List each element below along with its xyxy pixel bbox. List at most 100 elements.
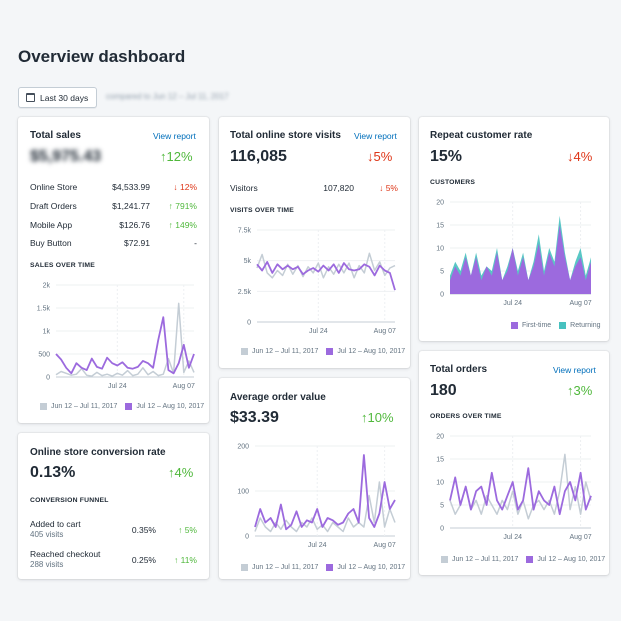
y-tick-label: 0 [245,534,249,541]
arrow-down-icon: ↓ [367,149,374,164]
y-tick-label: 15 [436,223,444,230]
section-label: CUSTOMERS [430,179,476,186]
repeat-value: 15% [430,148,463,165]
y-tick-label: 5k [244,258,252,265]
arrow-up-icon: ↑ [160,149,167,164]
aov-chart: 0 100 200 Jul 24 Aug 07 [237,444,396,550]
legend-swatch-previous [40,403,47,410]
funnel-step-label: Added to cart [30,519,81,529]
chart-legend: Jun 12 – Jul 11, 2017 Jul 12 – Aug 10, 2… [441,556,605,563]
funnel-step-sub: 288 visits [30,560,64,569]
total-sales-change: ↑12% [160,149,193,164]
y-tick-label: 20 [436,200,444,207]
arrow-up-icon: ↑ [361,410,368,425]
y-tick-label: 15 [436,457,444,464]
view-report-link[interactable]: View report [553,365,596,375]
repeat-change: ↓4% [567,149,593,164]
row-change: ↑ 791% [168,201,197,211]
sales-chart: 0 500 1k 1.5k 2k Jul 24 Aug 07 [37,283,195,391]
x-tick-label: Aug 07 [374,542,396,549]
legend-swatch-first-time [511,322,518,329]
y-tick-label: 500 [38,352,50,359]
visits-change: ↓5% [367,149,393,164]
x-tick-label: Jul 24 [309,328,328,335]
row-label: Mobile App [30,220,73,230]
arrow-up-icon: ↑ [173,555,181,565]
funnel-step-change: ↑ 11% [173,555,197,565]
visits-value: 116,085 [230,148,287,165]
series-line-current [256,261,396,291]
series-line-current [449,467,592,516]
legend-swatch-returning [559,322,567,329]
y-tick-label: 0 [440,526,444,533]
chart-legend: Jun 12 – Jul 11, 2017 Jul 12 – Aug 10, 2… [241,564,405,571]
funnel-step-sub: 405 visits [30,530,64,539]
y-tick-label: 2.5k [238,289,252,296]
customers-chart: 0 5 10 15 20 Jul 24 Aug 07 [436,200,592,308]
y-tick-label: 20 [436,434,444,441]
legend-swatch-previous [241,348,248,355]
repeat-customer-card: Repeat customer rate 15% ↓4% CUSTOMERS 0… [419,117,609,341]
series-line-previous [254,481,396,533]
area-first-time [450,225,591,294]
x-tick-label: Jul 24 [503,300,522,307]
visits-chart: 0 2.5k 5k 7.5k Jul 24 Aug 07 [238,228,396,336]
x-tick-label: Aug 07 [569,534,591,541]
y-tick-label: 1k [43,329,51,336]
x-tick-label: Jul 24 [108,383,127,390]
arrow-up-icon: ↑ [567,383,574,398]
legend-swatch-current [326,564,334,571]
row-label: Visitors [230,183,258,193]
compare-text: compared to Jun 12 – Jul 11, 2017 [106,92,229,101]
legend-label: Jun 12 – Jul 11, 2017 [252,348,319,355]
funnel-step-value: 0.25% [131,555,156,565]
conversion-value: 0.13% [30,464,76,481]
orders-card: Total orders View report 180 ↑3% ORDERS … [419,351,609,575]
y-tick-label: 7.5k [238,228,252,235]
legend-swatch-current [125,403,133,410]
card-title: Online store conversion rate [30,447,166,458]
y-tick-label: 0 [46,375,50,382]
legend-label: Jul 12 – Aug 10, 2017 [337,348,406,355]
x-tick-label: Aug 07 [173,383,195,390]
y-tick-label: 200 [237,444,249,451]
view-report-link[interactable]: View report [153,131,196,141]
series-line-previous [256,252,396,279]
arrow-down-icon: ↓ [567,149,574,164]
section-label: CONVERSION FUNNEL [30,497,109,504]
funnel-step-value: 0.35% [131,525,156,535]
y-tick-label: 100 [237,489,249,496]
arrow-up-icon: ↑ [168,201,176,211]
y-tick-label: 10 [436,246,444,253]
section-label: ORDERS OVER TIME [430,413,502,420]
chart-legend: First-time Returning [511,322,601,329]
x-tick-label: Jul 24 [503,534,522,541]
x-tick-label: Aug 07 [374,328,396,335]
visits-card: Total online store visits View report 11… [219,117,410,368]
date-range-button[interactable]: Last 30 days [18,87,98,108]
legend-label: Jul 12 – Aug 10, 2017 [337,564,406,571]
x-tick-label: Aug 07 [569,300,591,307]
row-value: 107,820 [323,183,354,193]
card-title: Total online store visits [230,130,341,141]
aov-value: $33.39 [230,409,279,426]
chart-legend: Jun 12 – Jul 11, 2017 Jul 12 – Aug 10, 2… [40,403,204,410]
row-change: ↑ 149% [168,220,197,230]
view-report-link[interactable]: View report [354,131,397,141]
row-value: $1,241.77 [112,201,150,211]
conversion-change: ↑4% [168,465,194,480]
legend-label: Jun 12 – Jul 11, 2017 [452,556,519,563]
card-title: Average order value [230,392,326,403]
legend-label: Jun 12 – Jul 11, 2017 [51,403,118,410]
series-line-current [254,454,396,531]
row-label: Draft Orders [30,201,77,211]
y-tick-label: 2k [43,283,51,290]
y-tick-label: 5 [440,269,444,276]
row-change: ↓ 5% [379,183,398,193]
y-tick-label: 1.5k [37,306,51,313]
section-label: SALES OVER TIME [30,262,95,269]
legend-label: Jun 12 – Jul 11, 2017 [252,564,319,571]
orders-change: ↑3% [567,383,593,398]
total-sales-card: Total sales View report $5,975.43 ↑12% O… [18,117,209,423]
card-title: Repeat customer rate [430,130,533,141]
